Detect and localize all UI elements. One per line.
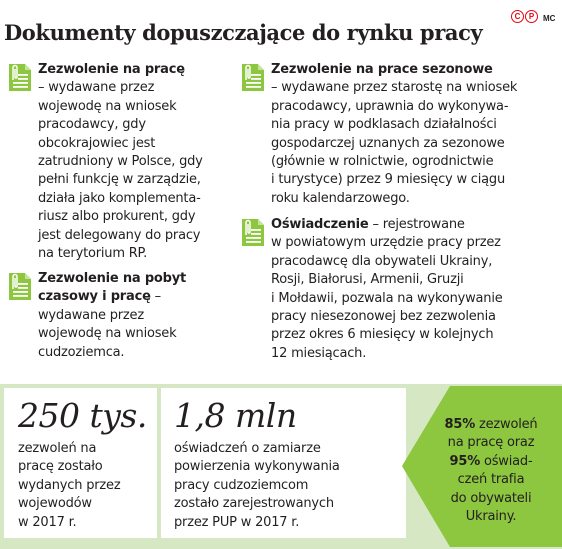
entry-residence-work-permit-text: Zezwolenie na pobyt czasowy i pracę – wy… xyxy=(38,270,186,362)
page-title: Dokumenty dopuszczające do rynku pracy xyxy=(4,20,483,45)
stat-value: 1,8 mln xyxy=(174,396,297,435)
stat-line: przez PUP w 2017 r. xyxy=(174,514,300,530)
entry-heading-tail: – xyxy=(150,289,162,305)
entry-line: i turystyce) przez 9 miesięcy w ciągu xyxy=(271,172,506,188)
stat-line: wojewodów xyxy=(18,496,92,512)
stat-line: pracę zostało xyxy=(18,459,103,475)
entry-line: przez okres 6 miesięcy w kolejnych xyxy=(271,327,494,343)
entry-line: – wydawane przez starostę na wniosek xyxy=(271,80,518,96)
entry-line: – wydawane przez xyxy=(38,80,155,96)
entry-line: działa jako komplementa- xyxy=(38,190,201,206)
highlight-line: oświad- xyxy=(480,453,533,469)
entry-line: riusz albo prokurent, gdy xyxy=(38,209,196,225)
stat-description: zezwoleń na pracę zostało wydanych przez… xyxy=(18,440,121,532)
entry-seasonal-permit-text: Zezwolenie na prace sezonowe – wydawane … xyxy=(271,61,517,208)
entry-heading: Zezwolenie na pracę xyxy=(38,62,185,77)
entry-heading: czasowy i pracę xyxy=(38,289,151,305)
entry-line: i Mołdawii, pozwala na wykonywanie xyxy=(271,290,503,306)
entry-heading: Oświadczenie xyxy=(271,217,369,232)
entry-heading: Zezwolenie na prace sezonowe xyxy=(271,62,493,77)
stat-line: wydanych przez xyxy=(18,477,121,493)
stat-line: powierzenia wykonywania xyxy=(174,459,340,475)
highlight-line: do obywateli xyxy=(450,490,532,506)
stat-line: zezwoleń na xyxy=(18,441,97,456)
document-clip-icon xyxy=(242,64,264,91)
logo-p-mark: P xyxy=(525,10,538,23)
document-clip-icon xyxy=(9,273,31,300)
entry-line: pracy niesezonowej bez zezwolenia xyxy=(271,309,496,325)
highlight-hexagon xyxy=(402,386,562,547)
entry-line: wydawane przez xyxy=(38,307,144,323)
document-clip-icon xyxy=(242,219,264,246)
entry-line: pracodawcy, gdy xyxy=(38,117,146,133)
entry-line: obcokrajowiec jest xyxy=(38,135,156,151)
entry-heading: Zezwolenie na pobyt xyxy=(38,271,187,286)
stat-value: 250 tys. xyxy=(18,396,147,435)
entry-heading-tail: – rejestrowane xyxy=(368,217,465,232)
stat-description: oświadczeń o zamiarze powierzenia wykony… xyxy=(174,440,340,532)
highlight-line: czeń trafia xyxy=(457,472,525,488)
entry-line: na terytorium RP. xyxy=(38,246,148,262)
entry-line: wojewodę na wniosek xyxy=(38,98,177,114)
entry-line: jest delegowany do pracy xyxy=(38,227,201,243)
entry-line: cudzoziemca. xyxy=(38,344,125,360)
publisher-logo: C P xyxy=(511,10,538,23)
stat-box-permits xyxy=(4,388,157,538)
entry-work-permit-text: Zezwolenie na pracę – wydawane przez woj… xyxy=(38,61,203,263)
entry-line: nia pracy w podklasach działalności xyxy=(271,117,497,133)
entry-line: roku kalendarzowego. xyxy=(271,190,410,206)
entry-declaration-text: Oświadczenie – rejestrowane w powiatowym… xyxy=(271,216,503,363)
highlight-percent: 95% xyxy=(449,453,481,469)
entry-line: gospodarczej uznanych za sezonowe xyxy=(271,135,505,151)
highlight-line: Ukrainy. xyxy=(465,509,517,525)
stat-line: w 2017 r. xyxy=(18,514,77,530)
author-initials: MC xyxy=(543,14,556,23)
stat-box-declarations xyxy=(161,388,406,538)
entry-line: pełni funkcję w zarządzie, xyxy=(38,172,201,188)
entry-line: 12 miesiącach. xyxy=(271,345,367,361)
highlight-percent: 85% xyxy=(444,417,476,432)
highlight-line: zezwoleń xyxy=(475,417,538,432)
stat-line: pracy cudzoziemcom xyxy=(174,477,309,493)
highlight-line: na pracę oraz xyxy=(447,435,535,451)
entry-line: zatrudniony w Polsce, gdy xyxy=(38,154,203,170)
highlight-text: 85% zezwoleń na pracę oraz 95% oświad- c… xyxy=(424,416,558,526)
entry-line: Rosji, Białorusi, Armenii, Gruzji xyxy=(271,272,464,288)
stat-line: zostało zarejestrowanych xyxy=(174,496,334,512)
entry-line: wojewodę na wniosek xyxy=(38,326,177,342)
entry-line: w powiatowym urzędzie pracy przez xyxy=(271,235,501,251)
logo-c-mark: C xyxy=(511,10,524,23)
entry-line: pracodawcę dla obywateli Ukrainy, xyxy=(271,253,493,269)
document-clip-icon xyxy=(9,64,31,91)
entry-line: pracodawcy, uprawnia do wykonywa- xyxy=(271,98,509,114)
entry-line: (głównie w rolnictwie, ogrodnictwie xyxy=(271,154,494,170)
stat-line: oświadczeń o zamiarze xyxy=(174,441,321,456)
